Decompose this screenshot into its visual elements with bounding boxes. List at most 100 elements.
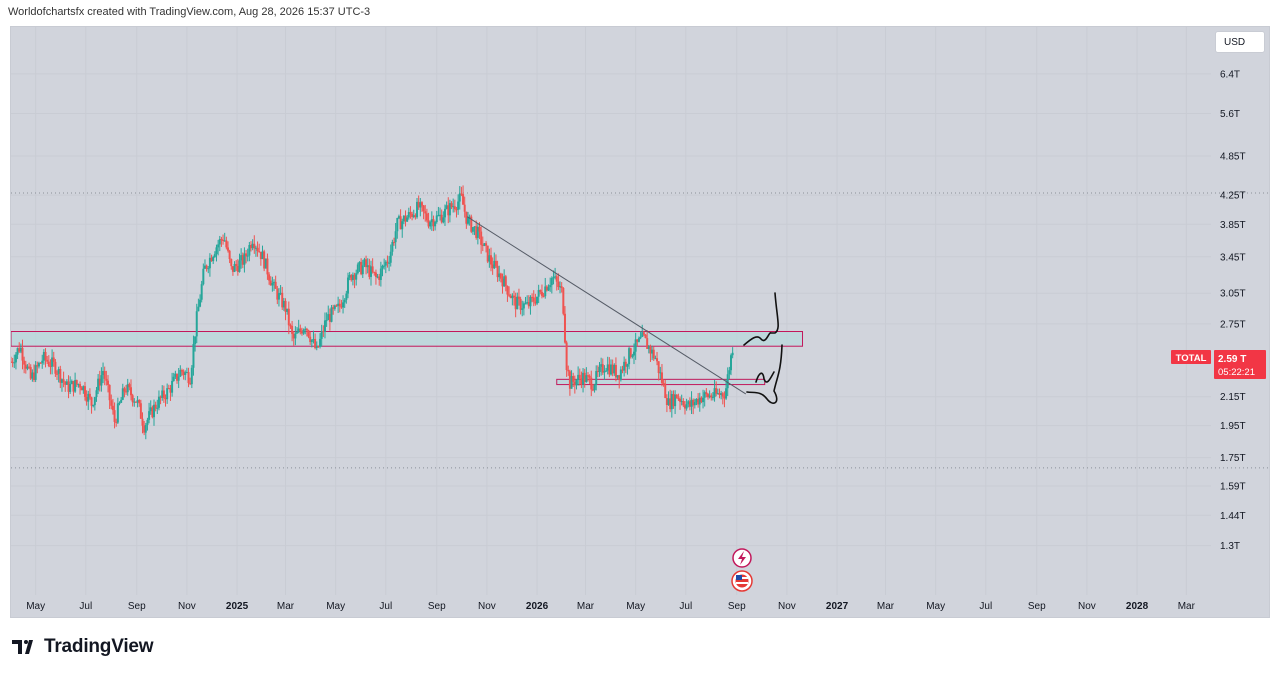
candle-body [463, 204, 466, 212]
currency-button[interactable]: USD [1215, 31, 1265, 53]
price-tick-label: 1.3T [1220, 541, 1240, 552]
candle-body [639, 337, 642, 339]
candle-body [333, 305, 336, 309]
candle-body [675, 394, 678, 399]
price-tick-label: 1.95T [1220, 421, 1246, 432]
candle-body [335, 305, 338, 307]
time-tick-label: Jul [379, 601, 392, 612]
price-tick-label: 6.4T [1220, 69, 1240, 80]
candle-body [726, 374, 729, 389]
candle-body [532, 297, 535, 302]
time-tick-label: 2027 [826, 601, 849, 612]
lightning-event-icon[interactable] [732, 548, 752, 568]
candle-body [715, 388, 718, 394]
time-tick-label: Jul [979, 601, 992, 612]
candle-body [330, 307, 333, 322]
candle-body [370, 266, 372, 277]
candle-body [621, 369, 624, 371]
candle-body [46, 359, 49, 362]
candle-body [337, 303, 340, 306]
candle-body [445, 205, 448, 209]
time-tick-label: Mar [1178, 601, 1196, 612]
projection-scribble-retest [746, 344, 783, 404]
candle-body [207, 268, 210, 270]
candle-body [679, 398, 682, 402]
candle-body [636, 339, 639, 342]
projection-scribble-mid [755, 371, 775, 383]
badge-countdown: 05:22:21 [1218, 367, 1255, 378]
candle-body [82, 386, 85, 391]
candle-body [618, 375, 621, 380]
candle-body [462, 194, 465, 205]
badge-price-bg [1214, 350, 1266, 379]
candle-body [65, 381, 68, 385]
candle-body [154, 404, 157, 409]
candle-body [148, 411, 151, 420]
candle-body [540, 291, 543, 296]
time-tick-label: Mar [877, 601, 895, 612]
candle-body [190, 367, 193, 385]
candle-body [197, 306, 200, 312]
candle-body [108, 384, 111, 401]
chart-area[interactable]: 6.4T 5.6T 4.85T 4.25T 3.85T 3.45T 3.05T 2.75T 2.… [10, 26, 1270, 618]
candle-body [42, 351, 45, 361]
candle-body [690, 399, 693, 407]
time-tick-label: Sep [728, 601, 746, 612]
candle-body [208, 257, 211, 269]
time-tick-label: Sep [1028, 601, 1046, 612]
price-tick-label: 1.59T [1220, 481, 1246, 492]
candle-body [340, 306, 343, 308]
candle-body [693, 402, 696, 406]
candle-body [195, 311, 198, 337]
candle-body [404, 215, 407, 222]
candle-body [13, 362, 16, 364]
price-tick-label: 1.44T [1220, 511, 1246, 522]
candle-body [153, 404, 156, 418]
candle-body [325, 320, 328, 322]
candle-body [657, 361, 660, 373]
candle-body [245, 253, 248, 257]
candle-body [478, 226, 481, 232]
drawings [466, 216, 783, 404]
candle-body [346, 277, 349, 294]
candle-body [194, 336, 197, 345]
candle-body [544, 286, 547, 297]
candle-body [167, 388, 170, 390]
candle-body [573, 381, 576, 386]
candle-body [39, 362, 42, 364]
candle-body [302, 329, 305, 334]
candle-body [343, 299, 346, 303]
candle-body [649, 346, 652, 354]
candle-body [439, 214, 442, 216]
candle-body [603, 371, 606, 373]
candle-body [424, 211, 427, 214]
candle-body [517, 296, 520, 299]
candle-body [256, 247, 259, 252]
candle-body [79, 384, 82, 388]
candle-body [388, 262, 391, 264]
candle-body [702, 397, 705, 403]
candle-body [563, 313, 566, 343]
candle-body [656, 358, 659, 362]
price-tick-label: 4.85T [1220, 151, 1246, 162]
candle-body [458, 193, 461, 202]
candle-body [427, 220, 430, 227]
candle-body [485, 243, 488, 246]
candle-body [491, 264, 494, 269]
candle-body [88, 393, 91, 398]
candle-body [680, 401, 683, 403]
us-flag-event-icon[interactable] [731, 570, 753, 592]
candle-body [360, 261, 363, 275]
price-chart[interactable]: 6.4T 5.6T 4.85T 4.25T 3.85T 3.45T 3.05T 2.75T 2.… [11, 27, 1271, 619]
candle-body [220, 239, 223, 241]
candle-body [268, 274, 271, 281]
candle-body [199, 299, 202, 307]
time-tick-label: May [626, 601, 645, 612]
price-tick-label: 1.75T [1220, 453, 1246, 464]
candle-body [559, 286, 562, 288]
price-tick-label: 3.45T [1220, 252, 1246, 263]
candle-body [429, 222, 432, 227]
candle-body [97, 378, 100, 391]
candle-body [687, 401, 690, 405]
candle-body [611, 364, 614, 374]
